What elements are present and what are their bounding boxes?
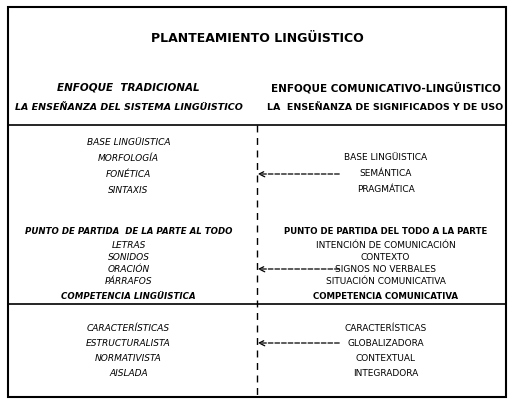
Text: PRAGMÁTICA: PRAGMÁTICA bbox=[357, 185, 414, 194]
Text: SIGNOS NO VERBALES: SIGNOS NO VERBALES bbox=[335, 265, 436, 274]
Text: CARACTERÍSTICAS: CARACTERÍSTICAS bbox=[87, 324, 170, 333]
Text: PLANTEAMIENTO LINGÜISTICO: PLANTEAMIENTO LINGÜISTICO bbox=[151, 32, 363, 45]
Text: SEMÁNTICA: SEMÁNTICA bbox=[359, 169, 412, 178]
Text: BASE LINGÜISTICA: BASE LINGÜISTICA bbox=[87, 138, 170, 147]
Text: GLOBALIZADORA: GLOBALIZADORA bbox=[347, 339, 424, 347]
Text: CONTEXTUAL: CONTEXTUAL bbox=[356, 354, 415, 362]
Text: CARACTERÍSTICAS: CARACTERÍSTICAS bbox=[344, 324, 427, 333]
Text: CONTEXTO: CONTEXTO bbox=[361, 253, 410, 262]
Text: NORMATIVISTA: NORMATIVISTA bbox=[95, 354, 162, 362]
Text: LA  ENSEÑANZA DE SIGNIFICADOS Y DE USO: LA ENSEÑANZA DE SIGNIFICADOS Y DE USO bbox=[267, 103, 504, 112]
Text: PUNTO DE PARTIDA  DE LA PARTE AL TODO: PUNTO DE PARTIDA DE LA PARTE AL TODO bbox=[25, 227, 232, 236]
Text: ORACIÓN: ORACIÓN bbox=[107, 265, 150, 274]
Text: MORFOLOGÍA: MORFOLOGÍA bbox=[98, 154, 159, 163]
Text: ENFOQUE  TRADICIONAL: ENFOQUE TRADICIONAL bbox=[57, 83, 200, 93]
Text: SITUACIÓN COMUNICATIVA: SITUACIÓN COMUNICATIVA bbox=[325, 277, 446, 286]
Text: PUNTO DE PARTIDA DEL TODO A LA PARTE: PUNTO DE PARTIDA DEL TODO A LA PARTE bbox=[284, 227, 487, 236]
Text: INTENCIÓN DE COMUNICACIÓN: INTENCIÓN DE COMUNICACIÓN bbox=[316, 241, 455, 250]
Text: ENFOQUE COMUNICATIVO-LINGÜISTICO: ENFOQUE COMUNICATIVO-LINGÜISTICO bbox=[270, 82, 501, 94]
Text: PÁRRAFOS: PÁRRAFOS bbox=[105, 277, 152, 286]
Text: SONIDOS: SONIDOS bbox=[107, 253, 150, 262]
Text: AISLADA: AISLADA bbox=[109, 369, 148, 377]
Text: SINTAXIS: SINTAXIS bbox=[108, 186, 149, 195]
Text: COMPETENCIA LINGÜISTICA: COMPETENCIA LINGÜISTICA bbox=[61, 292, 196, 301]
Text: BASE LINGÜISTICA: BASE LINGÜISTICA bbox=[344, 153, 427, 162]
Text: COMPETENCIA COMUNICATIVA: COMPETENCIA COMUNICATIVA bbox=[313, 292, 458, 301]
Text: LA ENSEÑANZA DEL SISTEMA LINGÜISTICO: LA ENSEÑANZA DEL SISTEMA LINGÜISTICO bbox=[14, 103, 243, 112]
Text: ESTRUCTURALISTA: ESTRUCTURALISTA bbox=[86, 339, 171, 347]
Text: LETRAS: LETRAS bbox=[112, 241, 145, 250]
Text: FONÉTICA: FONÉTICA bbox=[106, 170, 151, 179]
Text: INTEGRADORA: INTEGRADORA bbox=[353, 369, 418, 377]
